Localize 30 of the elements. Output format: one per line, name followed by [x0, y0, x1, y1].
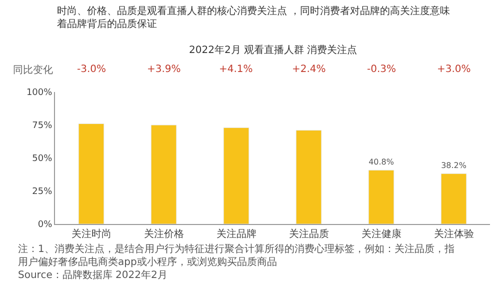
y-tick-label: 75% — [32, 121, 53, 132]
text: 注：1、消费关注点，是结合用户行为特征进行聚合计算所得的消费心理标签，例如：关注品质，指用户偏好奢侈品电商类app或小程序，或浏览购买品质商品 — [18, 243, 454, 268]
chart-title: 2022年2月 观看直播人群 消费关注点 — [189, 44, 358, 56]
data-label: 40.8% — [368, 158, 394, 167]
x-tick-label: 关注体验 — [434, 228, 474, 240]
source-note: Source：品牌数据库 2022年2月 — [18, 269, 168, 281]
bar — [440, 173, 467, 224]
text: 同比变化 — [13, 64, 53, 76]
x-tick-label: 关注品质 — [288, 228, 329, 240]
data-label: 38.2% — [441, 161, 467, 170]
x-tick-label: 关注价格 — [144, 228, 184, 240]
text: -3.0% — [77, 64, 106, 75]
text: +3.9% — [147, 64, 181, 75]
y-tick-label: 0% — [38, 220, 53, 230]
y-tick-label: 50% — [32, 154, 53, 164]
x-tick-label: 关注健康 — [361, 228, 402, 240]
bar — [368, 170, 394, 224]
bar — [296, 130, 322, 224]
text: +3.0% — [437, 64, 471, 75]
bar — [223, 127, 250, 224]
y-tick-label: 25% — [32, 187, 53, 198]
chart-subtitle: 时尚、价格、品质是观看直播人群的核心消费关注点 ，同时消费者对品牌的高关注度意味着品牌背后的品质保证 — [57, 5, 450, 30]
text: -0.3% — [367, 64, 396, 75]
bar — [150, 124, 177, 224]
bar — [78, 123, 104, 224]
y-tick-label: 100% — [26, 88, 53, 98]
text: +2.4% — [292, 64, 326, 75]
x-tick-label: 关注时尚 — [71, 228, 112, 240]
text: +4.1% — [219, 64, 253, 75]
x-tick-label: 关注品牌 — [216, 228, 256, 240]
